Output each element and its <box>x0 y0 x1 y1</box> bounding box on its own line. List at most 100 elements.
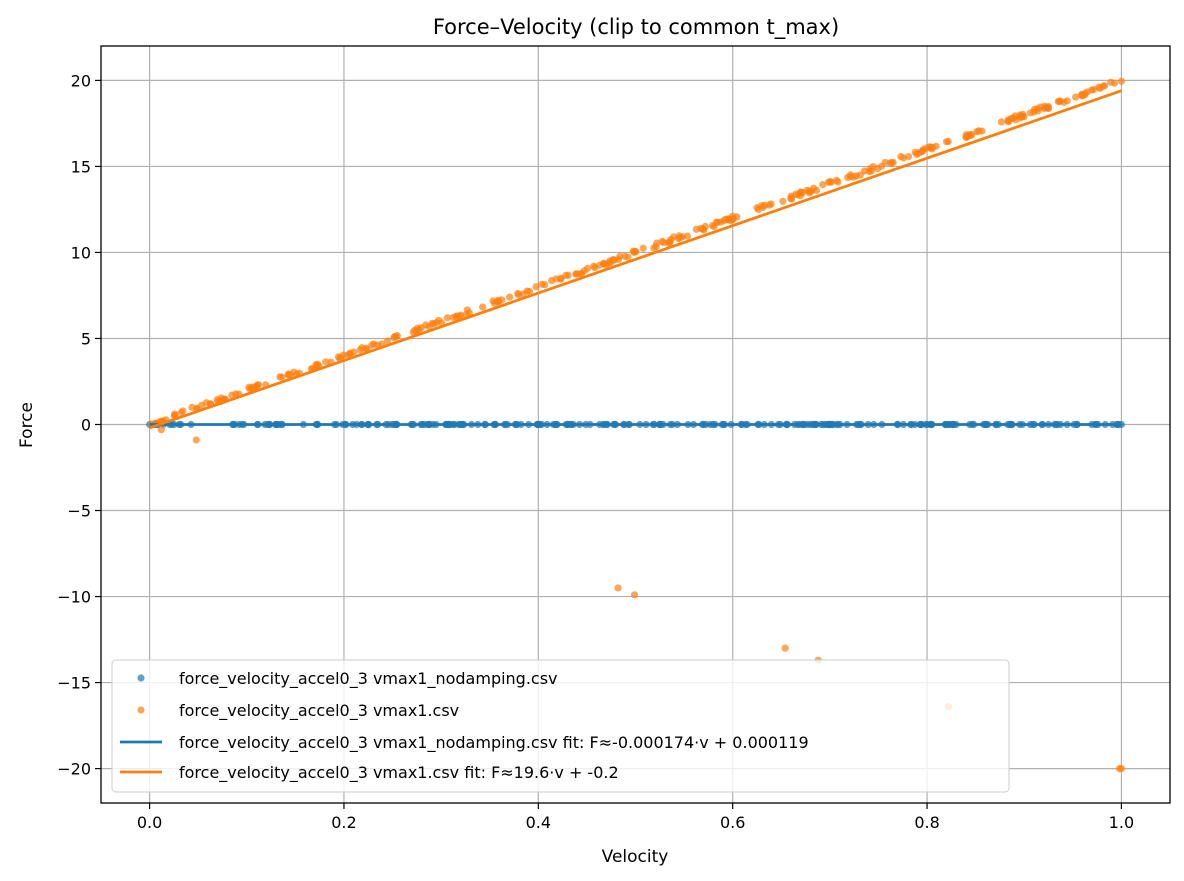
data-point-damping <box>1107 78 1115 86</box>
data-point-damping <box>383 337 392 345</box>
data-point-damping <box>519 290 527 298</box>
data-point-damping <box>1117 77 1126 85</box>
data-point-damping <box>944 137 952 146</box>
x-tick-label: 0.0 <box>137 813 162 832</box>
data-point-damping <box>754 205 762 214</box>
data-point-damping <box>869 163 877 171</box>
data-point-damping <box>1034 107 1042 115</box>
data-point-damping <box>452 313 460 321</box>
y-axis-label: Force <box>17 402 37 448</box>
data-point-damping <box>435 316 443 325</box>
x-tick-label: 1.0 <box>1109 813 1134 832</box>
legend-entry-label: force_velocity_accel0_3 vmax1_nodamping.… <box>179 669 558 689</box>
y-tick-label: 10 <box>71 243 91 262</box>
data-point-damping <box>525 287 534 296</box>
data-point-damping <box>368 341 376 349</box>
legend-marker <box>137 706 145 714</box>
data-point-damping <box>650 244 658 252</box>
data-point-damping <box>202 399 211 407</box>
data-point-damping <box>583 264 592 272</box>
data-point-damping <box>728 212 737 220</box>
data-point-damping <box>832 176 841 184</box>
data-point-damping <box>390 334 398 342</box>
data-point-damping <box>926 143 934 151</box>
data-point-damping <box>904 152 913 161</box>
data-point-damping <box>797 188 805 196</box>
legend-entry-label: force_velocity_accel0_3 vmax1_nodamping.… <box>179 733 809 753</box>
legend-entry-label: force_velocity_accel0_3 vmax1.csv fit: F… <box>179 763 619 783</box>
data-point-damping <box>572 270 580 278</box>
y-tick-label: −10 <box>57 588 91 607</box>
data-point-damping <box>493 298 502 306</box>
data-point-damping-outlier <box>1117 764 1126 773</box>
data-point-damping <box>465 309 473 317</box>
data-point-damping <box>697 224 705 232</box>
data-point-damping <box>1078 92 1086 100</box>
data-point-damping <box>658 237 666 245</box>
data-point-damping <box>678 233 687 241</box>
data-point-damping <box>1096 84 1104 93</box>
data-point-damping <box>639 244 647 252</box>
y-tick-label: −15 <box>57 674 91 693</box>
data-point-damping-outlier <box>630 591 639 599</box>
data-point-damping <box>1072 93 1080 101</box>
data-point-damping <box>812 186 821 195</box>
data-point-damping <box>171 411 179 419</box>
x-axis-label: Velocity <box>602 847 669 867</box>
legend-entry-label: force_velocity_accel0_3 vmax1.csv <box>179 701 459 721</box>
data-point-damping <box>787 194 795 203</box>
data-point-damping-outlier <box>192 436 200 444</box>
data-point-damping <box>228 391 236 399</box>
fit-line-damping <box>149 89 1122 430</box>
axes-ticks: 0.0 0.2 0.4 0.6 0.8 1.0 −20 −15 −10 −5 0 5 10 15 20 <box>57 71 1134 832</box>
data-point-damping <box>665 238 673 246</box>
data-point-damping <box>779 197 787 205</box>
data-point-damping-outlier <box>781 644 789 652</box>
data-point-damping <box>614 255 623 264</box>
data-point-damping <box>346 349 354 357</box>
data-point-damping <box>765 201 774 209</box>
data-point-damping <box>978 127 986 135</box>
data-point-damping <box>557 274 565 282</box>
data-point-damping <box>846 173 855 181</box>
legend-box <box>111 659 1010 793</box>
y-tick-label: 5 <box>81 329 91 348</box>
x-tick-label: 0.6 <box>720 813 745 832</box>
data-point-damping <box>1040 104 1048 113</box>
data-point-damping <box>602 261 610 269</box>
data-point-damping <box>1004 118 1012 126</box>
data-point-damping-outlier <box>157 426 165 434</box>
y-tick-label: 15 <box>71 157 91 176</box>
data-point-damping <box>443 314 451 322</box>
data-point-damping <box>919 147 927 155</box>
data-point-damping <box>856 171 864 179</box>
y-tick-label: −5 <box>67 502 91 521</box>
data-point-damping <box>1088 86 1096 94</box>
data-point-damping <box>997 118 1006 126</box>
data-point-damping <box>708 221 717 230</box>
x-tick-label: 0.4 <box>526 813 551 832</box>
data-point-damping <box>1016 114 1025 122</box>
data-point-damping <box>322 358 330 366</box>
data-point-damping <box>278 373 286 381</box>
data-point-damping <box>1063 97 1071 105</box>
data-point-damping <box>826 177 834 186</box>
y-tick-label: 0 <box>81 416 91 435</box>
data-point-damping <box>413 324 422 332</box>
data-point-damping <box>721 215 729 223</box>
y-tick-label: 20 <box>71 71 91 90</box>
data-point-damping <box>428 319 436 327</box>
data-point-damping <box>624 253 632 261</box>
data-point-damping <box>179 407 187 415</box>
chart-title: Force–Velocity (clip to common t_max) <box>433 15 839 40</box>
data-point-damping <box>479 303 487 311</box>
legend-marker <box>137 674 145 682</box>
data-point-damping <box>286 371 295 379</box>
data-point-damping <box>819 181 827 189</box>
plot-area <box>145 77 1126 773</box>
x-tick-label: 0.2 <box>331 813 356 832</box>
data-point-damping-outlier <box>614 584 622 592</box>
series-damping-points <box>147 77 1126 773</box>
data-point-damping <box>253 381 261 389</box>
